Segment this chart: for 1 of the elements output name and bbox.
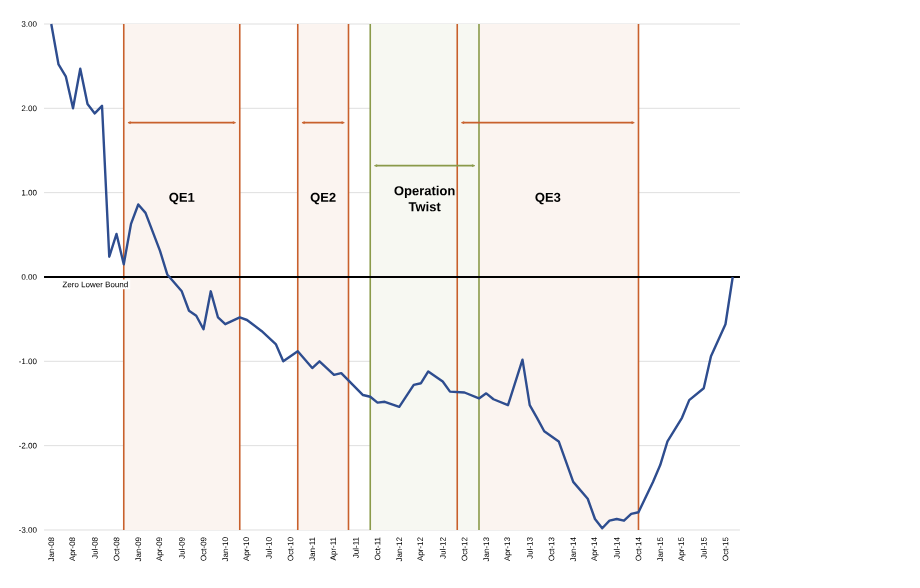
- line-series: [50, 22, 734, 530]
